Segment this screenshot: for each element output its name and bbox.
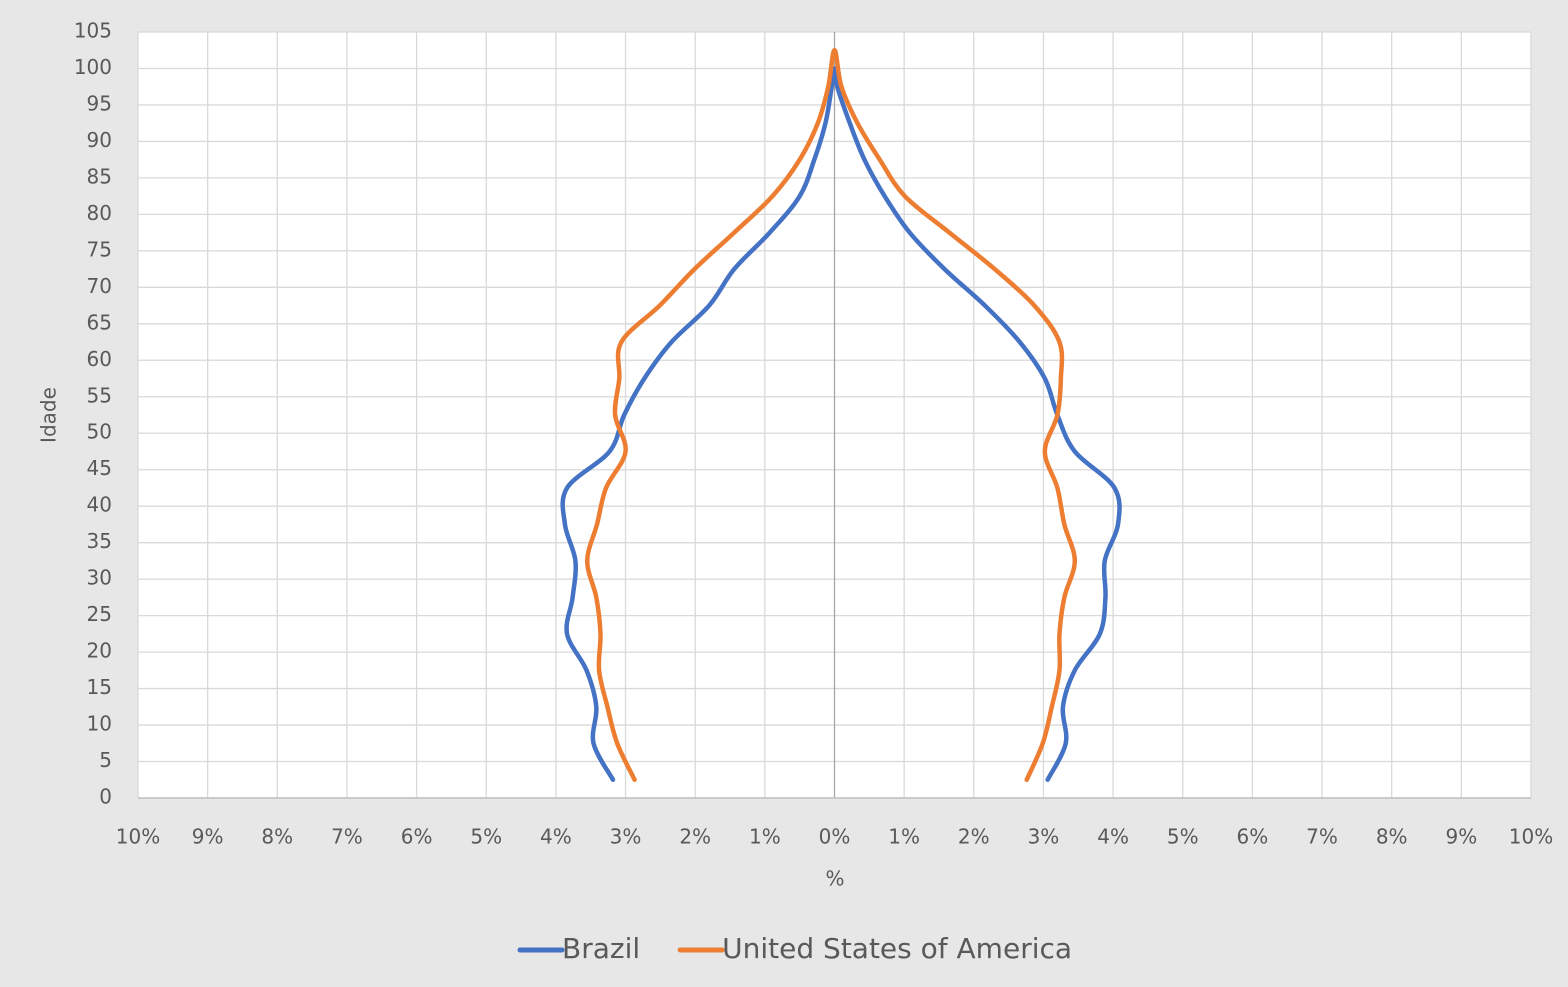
y-tick-label: 65 (87, 310, 112, 334)
x-tick-label: 10% (1509, 825, 1553, 849)
x-tick-label: 6% (1237, 825, 1269, 849)
y-tick-label: 80 (87, 201, 112, 225)
legend-label: Brazil (562, 932, 640, 965)
y-tick-label: 35 (87, 529, 112, 553)
y-tick-label: 0 (99, 785, 112, 809)
y-axis-label: Idade (37, 387, 61, 443)
x-tick-label: 2% (679, 825, 711, 849)
y-tick-label: 60 (87, 347, 112, 371)
x-tick-label: 1% (888, 825, 920, 849)
x-tick-label: 2% (958, 825, 990, 849)
x-tick-label: 4% (540, 825, 572, 849)
y-tick-label: 10 (87, 712, 112, 736)
legend-label: United States of America (722, 932, 1072, 965)
y-tick-label: 30 (87, 566, 112, 590)
x-tick-label: 5% (470, 825, 502, 849)
x-tick-label: 7% (1306, 825, 1338, 849)
y-tick-label: 15 (87, 675, 112, 699)
y-tick-label: 55 (87, 383, 112, 407)
y-tick-label: 45 (87, 456, 112, 480)
x-tick-label: 8% (261, 825, 293, 849)
y-tick-label: 20 (87, 639, 112, 663)
x-tick-label: 4% (1097, 825, 1129, 849)
y-tick-label: 100 (74, 55, 112, 79)
x-tick-label: 3% (1028, 825, 1060, 849)
x-tick-label: 8% (1376, 825, 1408, 849)
x-tick-label: 1% (749, 825, 781, 849)
y-tick-label: 75 (87, 237, 112, 261)
y-tick-label: 70 (87, 274, 112, 298)
x-tick-label: 10% (116, 825, 160, 849)
y-tick-label: 40 (87, 493, 112, 517)
y-tick-label: 5 (99, 748, 112, 772)
x-tick-label: 7% (331, 825, 363, 849)
x-tick-label: 5% (1167, 825, 1199, 849)
x-tick-label: 9% (192, 825, 224, 849)
y-tick-label: 50 (87, 420, 112, 444)
x-tick-label: 3% (610, 825, 642, 849)
x-tick-label: 9% (1445, 825, 1477, 849)
y-tick-label: 25 (87, 602, 112, 626)
y-tick-label: 85 (87, 164, 112, 188)
line (560, 66, 1122, 783)
y-tick-label: 95 (87, 91, 112, 115)
line (584, 47, 1078, 783)
y-tick-label: 105 (74, 19, 112, 43)
y-tick-label: 90 (87, 128, 112, 152)
x-axis-label: % (825, 867, 844, 891)
x-tick-label: 6% (401, 825, 433, 849)
x-tick-label: 0% (819, 825, 851, 849)
